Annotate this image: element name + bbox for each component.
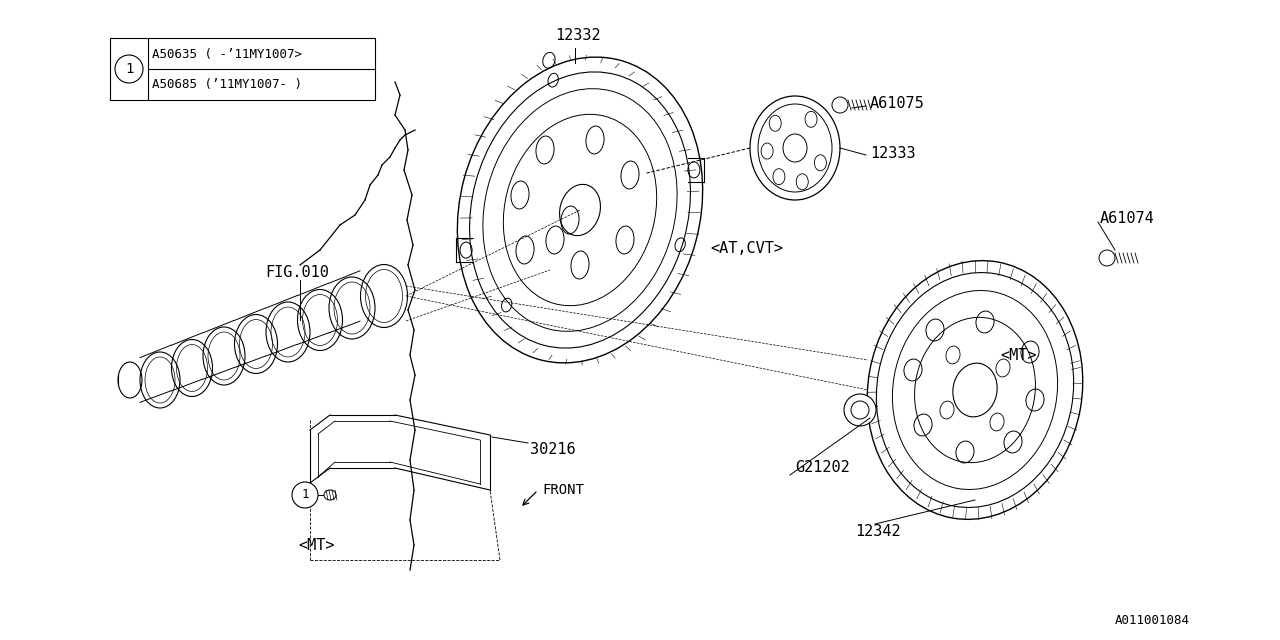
Circle shape bbox=[292, 482, 317, 508]
Text: FRONT: FRONT bbox=[541, 483, 584, 497]
Text: A50635 ( -’11MY1007>: A50635 ( -’11MY1007> bbox=[152, 47, 302, 61]
Circle shape bbox=[844, 394, 876, 426]
Text: 30216: 30216 bbox=[530, 442, 576, 458]
Text: A011001084: A011001084 bbox=[1115, 614, 1190, 627]
Text: <MT>: <MT> bbox=[298, 538, 334, 552]
Text: A61074: A61074 bbox=[1100, 211, 1155, 225]
Text: G21202: G21202 bbox=[795, 460, 850, 474]
Ellipse shape bbox=[324, 490, 337, 500]
Text: 12342: 12342 bbox=[855, 525, 901, 540]
Text: 1: 1 bbox=[125, 62, 133, 76]
Bar bbox=[110, 38, 375, 100]
Text: 12333: 12333 bbox=[870, 145, 915, 161]
Text: FIG.010: FIG.010 bbox=[265, 264, 329, 280]
Text: A50685 (’11MY1007- ): A50685 (’11MY1007- ) bbox=[152, 77, 302, 90]
Text: A61075: A61075 bbox=[870, 95, 924, 111]
Text: 1: 1 bbox=[301, 488, 308, 502]
Text: <MT>: <MT> bbox=[1000, 348, 1037, 362]
Text: <AT,CVT>: <AT,CVT> bbox=[710, 241, 783, 255]
Circle shape bbox=[115, 55, 143, 83]
Text: 12332: 12332 bbox=[556, 28, 600, 42]
